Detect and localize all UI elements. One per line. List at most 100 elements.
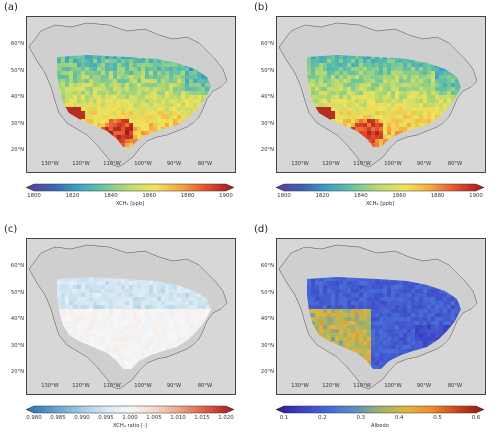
map-b xyxy=(276,16,486,173)
lon-label: 100°W xyxy=(384,383,402,389)
panel-letter: (b) xyxy=(254,2,269,13)
lat-label: 30°N xyxy=(10,120,24,127)
colorbar-label: Albedo xyxy=(371,423,389,429)
panel-c: (c) 60°N 50°N 40°N 30°N 20°N 130°W 120°W 110°W… xyxy=(0,222,250,441)
colorbar-tick: 0.990 xyxy=(74,415,90,421)
colorbar-tick: 1820 xyxy=(315,193,330,199)
panel-letter: (d) xyxy=(254,224,269,235)
colorbar-bar xyxy=(25,183,235,192)
lon-label: 90°W xyxy=(166,383,182,389)
map-c-svg xyxy=(28,244,228,390)
lon-label: 80°W xyxy=(197,383,213,389)
lat-label: 20°N xyxy=(10,369,24,375)
panel-b: (b) 60°N 50°N 40°N 30°N 20°N 130°W 120°W 110°W… xyxy=(250,0,500,220)
lat-label: 30°N xyxy=(10,342,24,349)
lon-label: 120°W xyxy=(72,161,90,167)
colorbar-tick: 1880 xyxy=(430,193,445,199)
colorbar-a: 1800 1820 1840 1860 1880 1900 XCH₄ [ppb] xyxy=(22,182,238,216)
lat-label: 20°N xyxy=(10,147,24,153)
lon-label: 90°W xyxy=(416,161,432,167)
lon-label: 110°W xyxy=(353,161,371,167)
lat-label: 20°N xyxy=(260,147,274,153)
colorbar-tick: 0.3 xyxy=(356,415,366,421)
colorbar-b: 1800 1820 1840 1860 1880 1900 XCH₄ [ppb] xyxy=(272,182,488,216)
colorbar-tick: 1900 xyxy=(469,193,483,199)
colorbar-d: 0.1 0.2 0.3 0.4 0.5 0.6 Albedo xyxy=(272,404,488,438)
lat-label: 60°N xyxy=(260,41,274,47)
coastline xyxy=(278,244,478,390)
colorbar-bar xyxy=(275,183,485,192)
lat-label: 40°N xyxy=(260,94,274,100)
lon-label: 110°W xyxy=(103,383,121,389)
lon-label: 90°W xyxy=(166,161,182,167)
colorbar-bar xyxy=(275,405,485,414)
lon-label: 120°W xyxy=(72,383,90,389)
colorbar-tick: 0.1 xyxy=(279,415,289,421)
colorbar-tick: 1860 xyxy=(392,193,407,199)
lat-label: 60°N xyxy=(10,41,24,47)
lon-label: 90°W xyxy=(416,383,432,389)
coastline xyxy=(278,22,478,168)
lat-label: 40°N xyxy=(10,94,24,100)
map-a-svg xyxy=(28,22,228,168)
lon-label: 100°W xyxy=(134,383,152,389)
lon-label: 130°W xyxy=(291,383,309,389)
colorbar-tick: 1.000 xyxy=(122,415,138,421)
colorbar-tick: 1840 xyxy=(353,193,368,199)
lon-label: 130°W xyxy=(291,161,309,167)
lat-label: 50°N xyxy=(260,67,274,74)
colorbar-tick: 1.010 xyxy=(170,415,186,421)
colorbar-tick: 1900 xyxy=(219,193,233,199)
lon-label: 80°W xyxy=(447,383,463,389)
colorbar-tick: 1.020 xyxy=(218,415,234,421)
lon-label: 110°W xyxy=(353,383,371,389)
lat-label: 50°N xyxy=(10,67,24,74)
lon-label: 130°W xyxy=(41,161,59,167)
panel-d: (d) 60°N 50°N 40°N 30°N 20°N 130°W 120°W 110°W… xyxy=(250,222,500,441)
coastline xyxy=(28,244,228,390)
colorbar-tick: 1800 xyxy=(27,193,41,199)
lon-label: 120°W xyxy=(322,161,340,167)
colorbar-tick: 1840 xyxy=(103,193,118,199)
lon-label: 80°W xyxy=(197,161,213,167)
lon-label: 130°W xyxy=(41,383,59,389)
lat-label: 60°N xyxy=(10,263,24,269)
colorbar-tick: 0.995 xyxy=(98,415,114,421)
lat-label: 40°N xyxy=(260,316,274,322)
map-c xyxy=(26,238,236,395)
lat-label: 50°N xyxy=(260,289,274,296)
lat-label: 30°N xyxy=(260,342,274,349)
colorbar-tick: 1.015 xyxy=(194,415,210,421)
colorbar-tick: 0.6 xyxy=(471,415,481,421)
panel-letter: (c) xyxy=(4,224,18,235)
colorbar-tick: 1860 xyxy=(142,193,157,199)
colorbar-tick: 0.2 xyxy=(318,415,327,421)
panel-a: (a) 60°N 50°N 40°N 30°N 20°N 130°W 120°W 110°W… xyxy=(0,0,250,220)
colorbar-label: XCH₄ [ppb] xyxy=(115,201,145,207)
lat-label: 60°N xyxy=(260,263,274,269)
colorbar-tick: 0.5 xyxy=(433,415,442,421)
lon-label: 110°W xyxy=(103,161,121,167)
lon-label: 120°W xyxy=(322,383,340,389)
colorbar-tick: 0.980 xyxy=(26,415,42,421)
map-a xyxy=(26,16,236,173)
colorbar-tick: 1800 xyxy=(277,193,291,199)
map-d-svg xyxy=(278,244,478,390)
lon-label: 100°W xyxy=(384,161,402,167)
lon-label: 80°W xyxy=(447,161,463,167)
lat-label: 40°N xyxy=(10,316,24,322)
colorbar-bar xyxy=(25,405,235,414)
panel-letter: (a) xyxy=(4,2,18,13)
colorbar-tick: 0.985 xyxy=(50,415,66,421)
coastline xyxy=(28,22,228,168)
lat-label: 30°N xyxy=(260,120,274,127)
colorbar-tick: 1.005 xyxy=(146,415,162,421)
colorbar-tick: 0.4 xyxy=(394,415,404,421)
colorbar-tick: 1820 xyxy=(65,193,80,199)
colorbar-label: XCH₄ ratio [-] xyxy=(113,423,147,429)
lat-label: 20°N xyxy=(260,369,274,375)
colorbar-label: XCH₄ [ppb] xyxy=(365,201,395,207)
lon-label: 100°W xyxy=(134,161,152,167)
map-b-svg xyxy=(278,22,478,168)
lat-label: 50°N xyxy=(10,289,24,296)
